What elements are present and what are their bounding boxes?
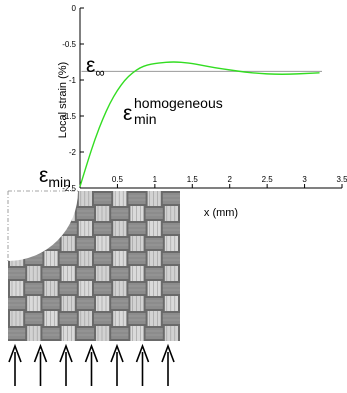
weft-yarn <box>8 298 26 309</box>
x-tick-label: 1.5 <box>187 175 199 184</box>
epsilon-min-homogeneous-sup: homogeneous <box>134 95 223 111</box>
y-axis-label: Local strain (%) <box>57 62 69 138</box>
weft-yarn <box>111 238 129 249</box>
epsilon-min-homogeneous-sub: min <box>134 111 157 127</box>
x-tick-label: 2 <box>227 175 232 184</box>
y-tick-label: -1 <box>69 76 77 85</box>
weft-yarn <box>59 313 77 324</box>
y-tick-label: -2.5 <box>62 184 76 193</box>
woven-fabric-specimen <box>8 191 180 341</box>
load-arrow <box>135 343 150 386</box>
weft-yarn <box>111 208 129 219</box>
load-arrow <box>59 343 73 386</box>
weft-yarn <box>162 223 180 234</box>
weft-yarn <box>8 328 26 339</box>
x-axis-ticks: 0.5 1 1.5 2 2.5 3 3.5 <box>79 175 347 188</box>
weft-yarn <box>59 223 77 234</box>
load-arrows <box>8 343 175 386</box>
y-tick-label: 0 <box>72 4 77 13</box>
x-tick-label: 3.5 <box>336 175 347 184</box>
weft-yarn <box>145 208 163 219</box>
circular-notch <box>8 191 78 261</box>
strain-curve <box>79 61 320 187</box>
weft-yarn <box>76 328 94 339</box>
weft-yarn <box>111 298 129 309</box>
x-tick-label: 1 <box>153 175 158 184</box>
load-arrow <box>161 343 175 386</box>
weft-yarn <box>94 193 112 204</box>
y-axis-ticks: 0 -0.5 -1 -1.5 -2 -2.5 <box>62 4 84 193</box>
load-arrow <box>84 343 99 386</box>
x-axis-label: x (mm) <box>204 207 238 219</box>
weft-yarn <box>128 223 146 234</box>
weft-yarn <box>76 268 94 279</box>
weft-yarn <box>128 253 146 264</box>
weft-yarn <box>8 268 26 279</box>
weft-yarn <box>59 253 77 264</box>
weft-yarn <box>76 238 94 249</box>
epsilon-min-homogeneous-label: ε <box>123 102 132 125</box>
weft-yarn <box>145 298 163 309</box>
x-tick-label: 0.5 <box>112 175 124 184</box>
weft-yarn <box>25 253 43 264</box>
weft-yarn <box>162 313 180 324</box>
y-tick-label: -0.5 <box>62 40 76 49</box>
load-arrow <box>110 343 124 386</box>
weft-yarn <box>162 193 180 204</box>
weft-yarn <box>76 208 94 219</box>
weft-yarn <box>94 283 112 294</box>
y-tick-label: -1.5 <box>62 112 76 121</box>
weft-yarn <box>42 268 60 279</box>
load-arrow <box>33 343 48 386</box>
weft-yarn <box>128 283 146 294</box>
epsilon-min-label: εmin <box>39 164 71 190</box>
x-tick-label: 2.5 <box>262 175 274 184</box>
weft-yarn <box>145 238 163 249</box>
plot-axes <box>79 8 342 189</box>
weft-yarn <box>162 283 180 294</box>
weft-yarn <box>145 268 163 279</box>
weft-yarn <box>94 253 112 264</box>
weft-yarn <box>94 313 112 324</box>
weft-yarn <box>59 283 77 294</box>
y-tick-label: -2 <box>69 148 77 157</box>
weft-yarn <box>128 313 146 324</box>
weft-yarn <box>42 328 60 339</box>
weft-yarn <box>128 193 146 204</box>
weft-yarn <box>25 313 43 324</box>
weft-yarn <box>94 223 112 234</box>
weft-yarn <box>25 283 43 294</box>
weft-yarn <box>145 328 163 339</box>
weft-yarn <box>111 328 129 339</box>
weft-yarn <box>76 298 94 309</box>
x-tick-label: 3 <box>302 175 307 184</box>
epsilon-infinity-label: ε∞ <box>86 54 105 80</box>
load-arrow <box>8 343 22 386</box>
weft-yarn <box>111 268 129 279</box>
weft-yarn <box>162 253 180 264</box>
weft-yarn <box>42 298 60 309</box>
